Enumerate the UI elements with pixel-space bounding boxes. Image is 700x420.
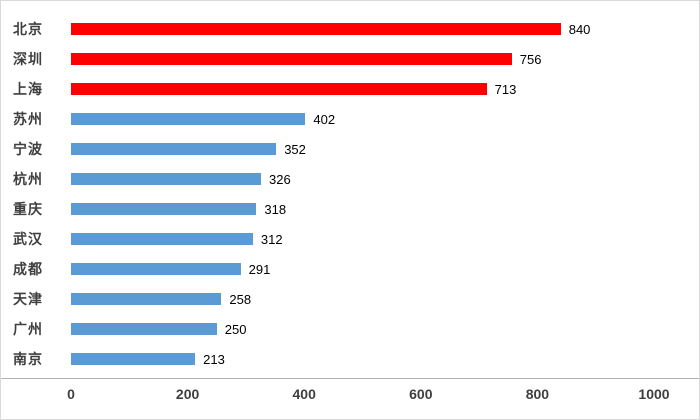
value-label: 352 (284, 141, 306, 157)
value-label: 213 (203, 351, 225, 367)
bar-row: 杭州 326 (13, 164, 654, 194)
bar (71, 113, 306, 125)
x-tick-label: 400 (292, 386, 316, 402)
bar (71, 203, 257, 215)
bar-track: 756 (71, 51, 654, 67)
bar (71, 53, 512, 65)
value-label: 713 (494, 81, 517, 97)
bar (71, 23, 561, 35)
bar-track: 250 (71, 321, 654, 337)
bar (71, 83, 487, 95)
x-tick-label: 600 (409, 386, 433, 402)
value-label: 250 (224, 321, 247, 337)
bar-row: 武汉 312 (13, 224, 654, 254)
bar-track: 312 (71, 231, 654, 247)
bar-row: 天津 258 (13, 284, 654, 314)
value-label: 312 (260, 231, 283, 247)
bar (71, 263, 241, 275)
category-label: 成都 (13, 261, 43, 277)
bar-track: 213 (71, 351, 654, 367)
bar (71, 353, 196, 365)
bar-row: 上海 713 (13, 74, 654, 104)
bar-row: 宁波 352 (13, 134, 654, 164)
category-label: 广州 (13, 321, 43, 337)
x-tick-label: 0 (67, 386, 75, 402)
bar-track: 352 (71, 141, 654, 157)
category-label: 武汉 (13, 231, 43, 247)
plot-area: 北京 840 深圳 756 上海 713 苏州 402 宁波 352 杭州 326 重庆 318 武汉 312… (13, 14, 654, 374)
value-label: 258 (229, 291, 252, 307)
category-label: 上海 (13, 81, 43, 97)
bar-track: 402 (71, 111, 654, 127)
category-label: 北京 (13, 21, 43, 37)
x-tick-label: 1000 (638, 386, 670, 402)
bar-row: 北京 840 (13, 14, 654, 44)
category-label: 重庆 (13, 201, 43, 217)
value-label: 326 (269, 171, 291, 187)
value-label: 402 (313, 111, 336, 127)
category-label: 天津 (13, 291, 43, 307)
bar-row: 重庆 318 (13, 194, 654, 224)
bar-track: 840 (71, 21, 654, 37)
value-label: 318 (264, 201, 287, 217)
bar-track: 318 (71, 201, 654, 217)
bar-row: 苏州 402 (13, 104, 654, 134)
x-axis: 0 200 400 600 800 1000 (1, 378, 699, 419)
bar-row: 成都 291 (13, 254, 654, 284)
bar (71, 173, 262, 185)
x-tick-label: 200 (175, 386, 200, 402)
x-axis-ticks: 0 200 400 600 800 1000 (67, 386, 669, 406)
value-label: 756 (519, 51, 542, 67)
bar (71, 323, 217, 335)
category-label: 杭州 (13, 171, 43, 187)
bar-row: 深圳 756 (13, 44, 654, 74)
value-label: 840 (568, 21, 591, 37)
bar (71, 143, 277, 155)
bar-track: 326 (71, 171, 654, 187)
bar-track: 291 (71, 261, 654, 277)
x-tick-label: 800 (525, 386, 550, 402)
category-label: 南京 (13, 351, 43, 367)
category-label: 宁波 (13, 141, 43, 157)
value-label: 291 (248, 261, 271, 277)
bar-row: 南京 213 (13, 344, 654, 374)
bar-row: 广州 250 (13, 314, 654, 344)
bar (71, 233, 253, 245)
bar-track: 258 (71, 291, 654, 307)
category-label: 深圳 (13, 51, 43, 67)
x-axis-line (1, 378, 699, 379)
category-label: 苏州 (13, 111, 43, 127)
bar-track: 713 (71, 81, 654, 97)
bar (71, 293, 222, 305)
